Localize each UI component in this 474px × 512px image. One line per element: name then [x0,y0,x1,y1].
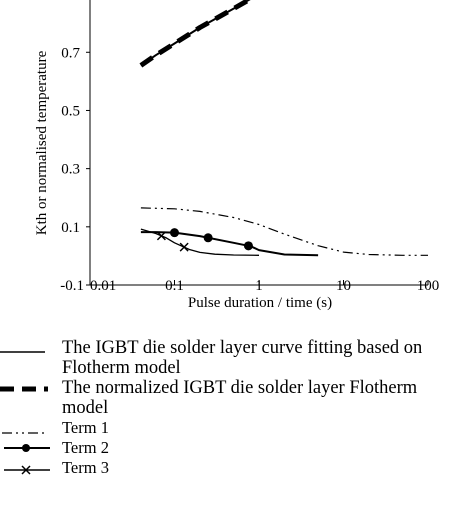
legend-label: The IGBT die solder layer curve fitting … [62,338,423,378]
x-tick-label: 0.1 [165,278,184,294]
x-axis-label: Pulse duration / time (s) [188,295,332,311]
legend-label: Term 1 [62,418,109,437]
series-marker-cross [179,242,189,252]
legend-swatch-dash-dot [0,418,52,438]
legend-label: Term 3 [62,458,109,477]
series-line-5 [140,228,260,256]
x-tick-label: 10 [336,278,351,294]
series-line-1 [140,0,251,67]
legend-swatch-dashed [0,378,52,398]
legend-item: Term 2 [0,438,474,458]
line-chart: Kth or normalised temperature Pulse dura… [34,0,440,311]
y-tick-label: 0.5 [61,103,80,119]
y-tick-label: -0.1 [60,278,84,294]
series-marker-cross [156,231,166,241]
legend-item: Term 3 [0,458,474,478]
series-marker-dot [170,228,179,238]
series-marker-dot [203,233,213,243]
series-marker-dot [243,241,253,251]
y-axis-label: Kth or normalised temperature [34,50,50,235]
legend-label: The normalized IGBT die solder layer Flo… [62,378,418,418]
legend-item: Term 1 [0,418,474,438]
legend-swatch-cross [0,458,52,478]
series-line-4 [140,231,319,257]
legend-label: Term 2 [62,438,109,457]
y-tick-label: 0.1 [61,220,80,236]
y-tick-label: 0.3 [61,162,80,178]
legend-item: The IGBT die solder layer curve fitting … [0,338,474,378]
x-tick-label: 0.01 [90,278,116,294]
x-tick-label: 1 [255,278,263,294]
legend-swatch-dots [0,438,52,458]
legend: The IGBT die solder layer curve fitting … [0,338,474,478]
y-tick-label: 0.7 [61,45,80,61]
legend-item: The normalized IGBT die solder layer Flo… [0,378,474,418]
legend-swatch-solid [0,338,52,358]
y-tick-label: 0.9 [61,0,80,3]
x-tick-label: 100 [417,278,440,294]
series-line-2 [139,0,254,68]
